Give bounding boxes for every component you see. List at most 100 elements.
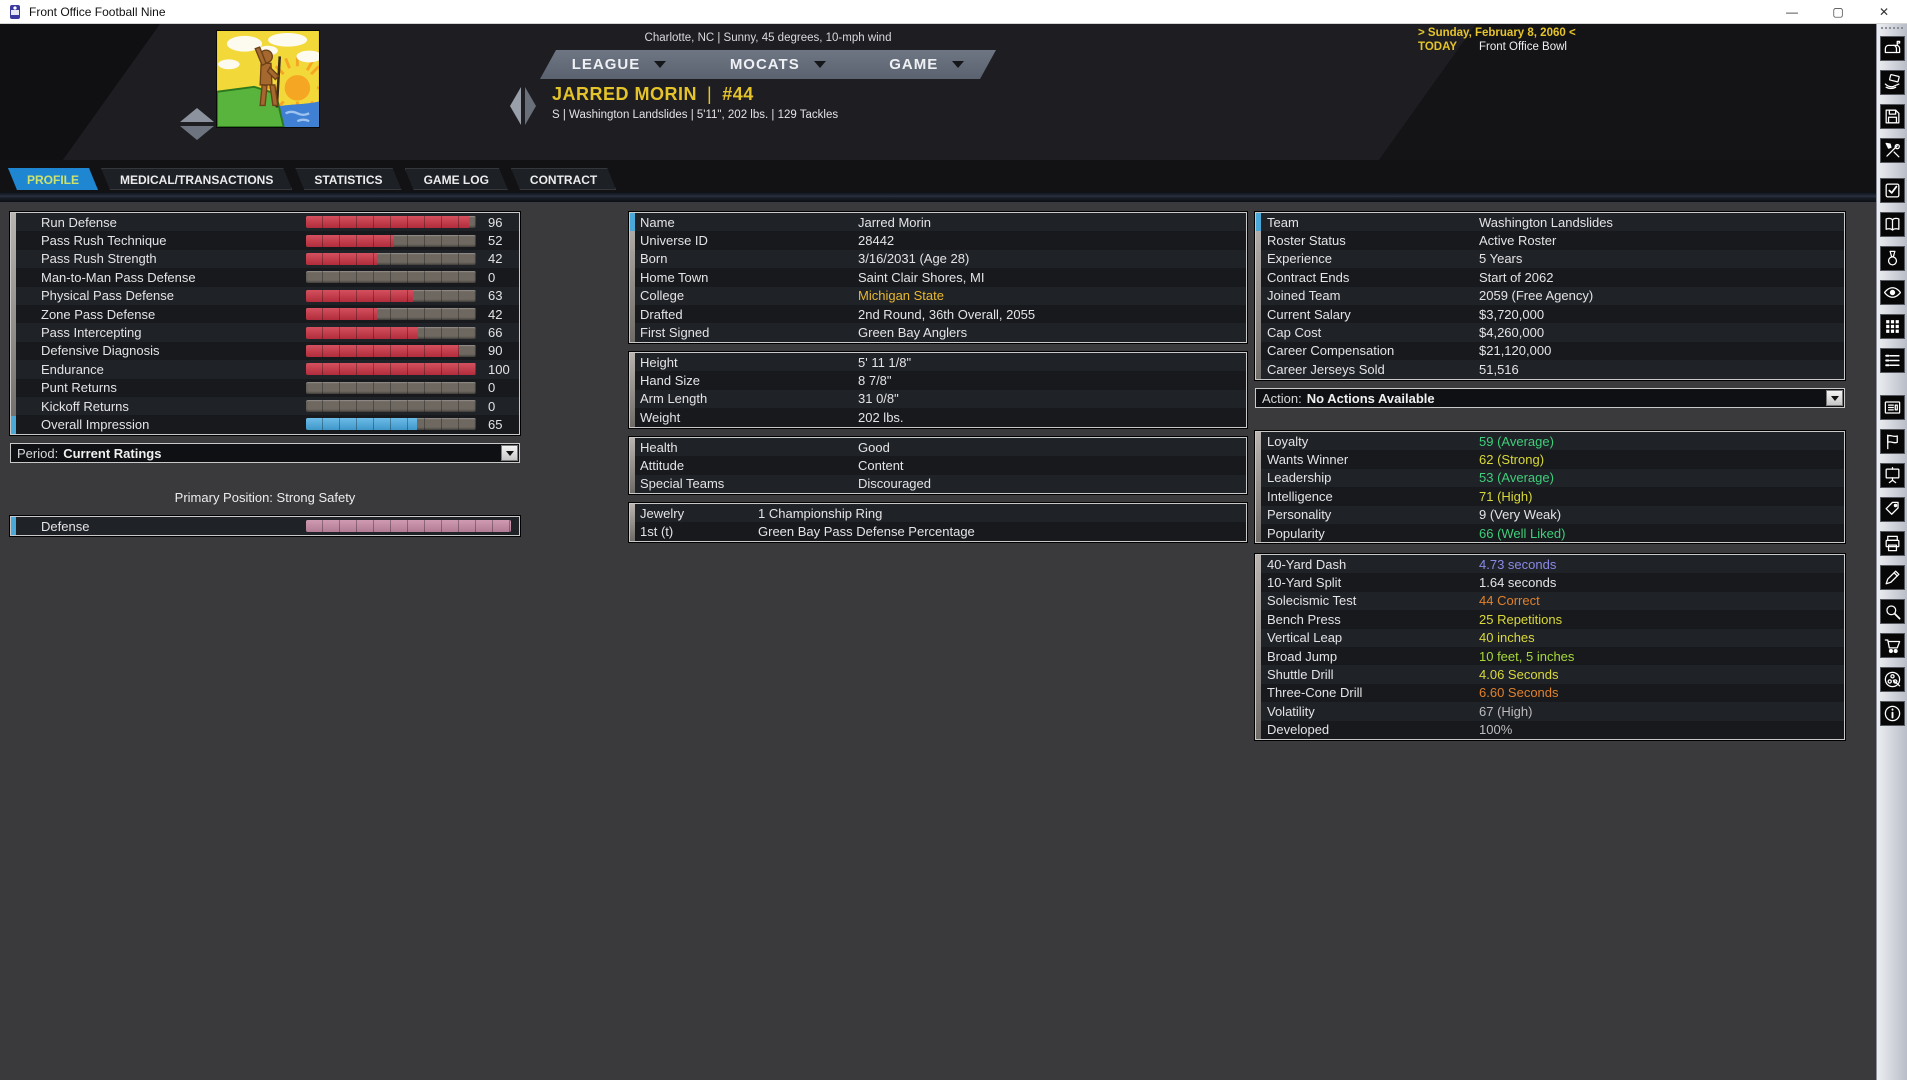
medal-icon[interactable] bbox=[1880, 246, 1905, 271]
tab-game-log[interactable]: GAME LOG bbox=[405, 168, 508, 190]
mailbox-icon[interactable] bbox=[1880, 36, 1905, 61]
checklist-icon[interactable] bbox=[1880, 178, 1905, 203]
table-row: 40-Yard Dash 4.73 seconds bbox=[1256, 555, 1844, 574]
rating-bar bbox=[306, 520, 511, 533]
row-label: Joined Team bbox=[1267, 288, 1341, 304]
minimize-button[interactable]: — bbox=[1786, 4, 1798, 19]
row-label: Vertical Leap bbox=[1267, 630, 1343, 646]
row-label: Personality bbox=[1267, 507, 1332, 523]
row-value: 1 Championship Ring bbox=[758, 505, 883, 521]
row-value: 66 (Well Liked) bbox=[1479, 525, 1566, 541]
table-row: 10-Yard Split 1.64 seconds bbox=[1256, 573, 1844, 592]
table-row: Broad Jump 10 feet, 5 inches bbox=[1256, 646, 1844, 666]
flag-icon[interactable] bbox=[1880, 429, 1905, 454]
row-value: 44 Correct bbox=[1479, 593, 1540, 609]
tab-medical-transactions[interactable]: MEDICAL/TRANSACTIONS bbox=[101, 168, 292, 190]
row-label: Roster Status bbox=[1267, 233, 1346, 249]
nav-league[interactable]: LEAGUE bbox=[572, 56, 667, 73]
rating-row: Overall Impression 65 bbox=[11, 415, 519, 434]
row-label: Broad Jump bbox=[1267, 648, 1338, 664]
rating-bar bbox=[306, 418, 476, 431]
player-name-header: JARRED MORIN | #44 bbox=[552, 84, 754, 104]
nav-game[interactable]: GAME bbox=[889, 56, 964, 73]
list-icon[interactable] bbox=[1880, 348, 1905, 373]
title-bar: Front Office Football Nine — ▢ ✕ bbox=[0, 0, 1907, 24]
status-panel: Health Good Attitude Content Special Teams Di… bbox=[628, 435, 1248, 496]
rating-label: Endurance bbox=[41, 361, 104, 377]
presentation-icon[interactable] bbox=[1880, 463, 1905, 488]
table-row: Jewelry 1 Championship Ring bbox=[630, 504, 1246, 523]
tab-profile[interactable]: PROFILE bbox=[8, 168, 98, 190]
row-label: Hand Size bbox=[640, 373, 700, 389]
panel-accent bbox=[11, 517, 16, 536]
rating-label: Pass Rush Technique bbox=[41, 233, 167, 249]
row-value: $4,260,000 bbox=[1479, 325, 1545, 341]
panel-accent bbox=[1256, 213, 1261, 379]
tab-contract[interactable]: CONTRACT bbox=[511, 168, 616, 190]
tab-statistics[interactable]: STATISTICS bbox=[295, 168, 401, 190]
table-row: Current Salary $3,720,000 bbox=[1256, 304, 1844, 324]
pencil-icon[interactable] bbox=[1880, 565, 1905, 590]
nav-mocats[interactable]: MOCATS bbox=[730, 56, 826, 73]
rating-label: Punt Returns bbox=[41, 380, 117, 396]
table-row: Name Jarred Morin bbox=[630, 213, 1246, 232]
period-dropdown[interactable]: Period: Current Ratings bbox=[10, 443, 520, 463]
info-icon[interactable] bbox=[1880, 701, 1905, 726]
price-tag-icon[interactable] bbox=[1880, 497, 1905, 522]
table-row: Home Town Saint Clair Shores, MI bbox=[630, 268, 1246, 287]
dropdown-arrow-icon[interactable] bbox=[1826, 390, 1843, 406]
grid-icon[interactable] bbox=[1880, 314, 1905, 339]
rating-bar bbox=[306, 381, 476, 394]
table-row: Shuttle Drill 4.06 Seconds bbox=[1256, 665, 1844, 684]
table-row: Volatility 67 (High) bbox=[1256, 702, 1844, 721]
maximize-button[interactable]: ▢ bbox=[1832, 4, 1844, 19]
row-label: Developed bbox=[1267, 722, 1330, 738]
player-prev-next-arrows[interactable] bbox=[508, 85, 538, 127]
table-row: Intelligence 71 (High) bbox=[1256, 487, 1844, 506]
table-row: Developed 100% bbox=[1256, 720, 1844, 739]
row-value[interactable]: Michigan State bbox=[858, 288, 944, 304]
rating-value: 0 bbox=[488, 398, 496, 414]
book-icon[interactable] bbox=[1880, 212, 1905, 237]
row-label: Intelligence bbox=[1267, 488, 1333, 504]
row-label: Drafted bbox=[640, 306, 683, 322]
row-label: Shuttle Drill bbox=[1267, 667, 1334, 683]
rating-bar bbox=[306, 363, 476, 376]
reel-icon[interactable] bbox=[1880, 667, 1905, 692]
panel-accent bbox=[630, 353, 635, 427]
row-label: Career Compensation bbox=[1267, 343, 1395, 359]
row-label: Born bbox=[640, 251, 668, 267]
hand-card-icon[interactable] bbox=[1880, 70, 1905, 95]
panel-accent bbox=[1256, 555, 1261, 739]
sidebar-grip bbox=[1881, 27, 1903, 34]
save-icon[interactable] bbox=[1880, 104, 1905, 129]
team-switch-arrows-icon[interactable] bbox=[176, 106, 218, 144]
row-value: Good bbox=[858, 439, 890, 455]
tools-icon[interactable] bbox=[1880, 138, 1905, 163]
row-label: Current Salary bbox=[1267, 306, 1351, 322]
row-label: Universe ID bbox=[640, 233, 708, 249]
cart-icon[interactable] bbox=[1880, 633, 1905, 658]
player-subheader: S | Washington Landslides | 5'11", 202 l… bbox=[552, 109, 839, 121]
eye-icon[interactable] bbox=[1880, 280, 1905, 305]
row-label: Volatility bbox=[1267, 703, 1315, 719]
table-row: Team Washington Landslides bbox=[1256, 213, 1844, 232]
rating-label: Physical Pass Defense bbox=[41, 288, 174, 304]
rating-label: Overall Impression bbox=[41, 416, 150, 432]
table-row: Solecismic Test 44 Correct bbox=[1256, 591, 1844, 611]
rating-value: 65 bbox=[488, 416, 503, 432]
row-value: $21,120,000 bbox=[1479, 343, 1552, 359]
row-label: Special Teams bbox=[640, 476, 725, 492]
search-icon[interactable] bbox=[1880, 599, 1905, 624]
close-button[interactable]: ✕ bbox=[1878, 4, 1890, 19]
table-row: 1st (t) Green Bay Pass Defense Percentage bbox=[630, 522, 1246, 541]
row-value: 71 (High) bbox=[1479, 488, 1533, 504]
printer-icon[interactable] bbox=[1880, 531, 1905, 556]
row-value: 2059 (Free Agency) bbox=[1479, 288, 1594, 304]
rating-value: 90 bbox=[488, 343, 503, 359]
action-dropdown[interactable]: Action: No Actions Available bbox=[1255, 388, 1845, 408]
dropdown-arrow-icon[interactable] bbox=[501, 445, 518, 461]
row-value: Active Roster bbox=[1479, 233, 1557, 249]
newspaper-icon[interactable] bbox=[1880, 395, 1905, 420]
